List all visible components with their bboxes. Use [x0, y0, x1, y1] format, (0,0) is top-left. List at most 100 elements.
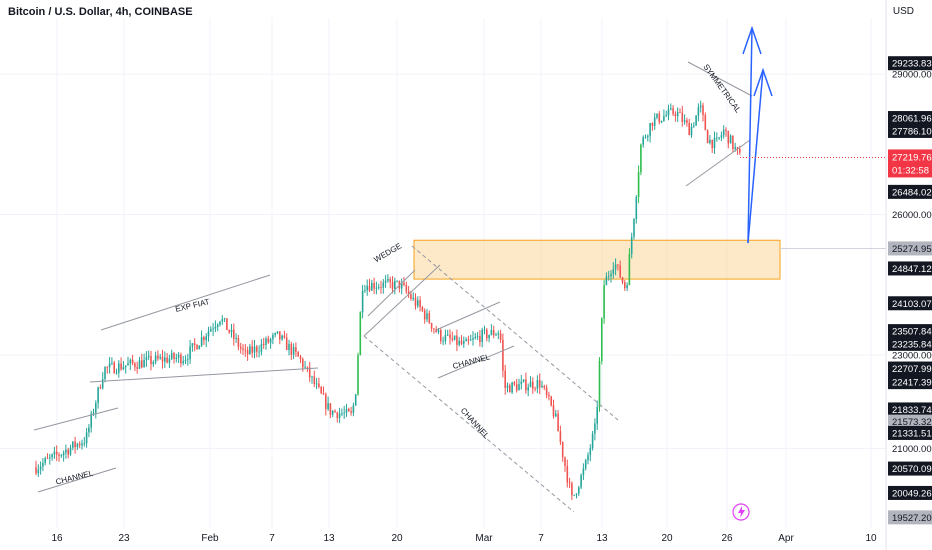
annotation-label[interactable]: WEDGE [372, 241, 403, 264]
candle-down [725, 129, 727, 131]
candle-up [249, 346, 251, 355]
trendline[interactable] [435, 301, 501, 331]
candle-down [502, 339, 504, 371]
annotation-label[interactable]: SYMMETRICAL [701, 63, 743, 115]
price-axis-label [888, 56, 932, 71]
candle-down [621, 277, 624, 283]
candle-up [44, 458, 46, 463]
price-axis-label [888, 123, 932, 138]
candle-down [239, 346, 242, 349]
chart-title: Bitcoin / U.S. Dollar, 4h, COINBASE [8, 6, 193, 18]
trendline[interactable] [363, 264, 441, 337]
candle-down [173, 353, 175, 359]
candle-up [589, 448, 592, 456]
trendline[interactable] [687, 61, 753, 97]
candle-down [242, 348, 244, 350]
candle-up [607, 276, 610, 277]
candle-down [686, 120, 688, 123]
trendline[interactable] [411, 245, 619, 421]
annotation-label[interactable]: CHANNEL [55, 468, 95, 486]
y-tick-label: 21000.00 [892, 444, 932, 455]
candle-up [104, 367, 106, 380]
lightning-icon[interactable] [732, 503, 750, 521]
candle-up [97, 387, 99, 403]
candle-down [373, 282, 375, 289]
price-axis-label-text: 21833.74 [892, 405, 932, 416]
x-tick-label: 16 [51, 533, 63, 544]
candle-up [175, 357, 178, 359]
candle-down [166, 357, 168, 363]
candle-up [219, 321, 221, 325]
candle-up [463, 341, 465, 344]
candle-down [262, 343, 265, 345]
trendline[interactable] [37, 467, 117, 493]
projection-arrow[interactable] [747, 27, 753, 244]
candle-down [246, 350, 249, 355]
x-tick-label: 20 [391, 533, 403, 544]
candle-up [670, 108, 672, 110]
price-axis-label-text: 20570.09 [892, 464, 932, 475]
x-tick-label: 20 [661, 533, 673, 544]
candle-up [152, 361, 155, 365]
candle-up [207, 331, 210, 337]
candle-up [39, 466, 42, 470]
trendline[interactable] [367, 269, 416, 317]
candle-down [681, 112, 684, 122]
candle-up [481, 329, 483, 343]
candle-up [168, 358, 171, 363]
candle-up [635, 196, 638, 219]
price-axis-label-text: 25274.95 [892, 244, 932, 255]
candle-up [495, 334, 497, 336]
trendline[interactable] [363, 335, 575, 513]
candle-up [205, 336, 207, 341]
trendline[interactable] [685, 139, 751, 187]
candle-down [410, 294, 412, 299]
candle-down [391, 282, 394, 289]
trendline[interactable] [100, 274, 271, 331]
candle-down [550, 396, 552, 406]
candle-up [92, 412, 95, 414]
supply-zone-rect[interactable] [413, 239, 781, 280]
candle-up [198, 345, 201, 350]
candle-up [129, 359, 132, 364]
candle-down [157, 355, 159, 359]
price-axis-label-text: 22417.39 [892, 378, 932, 389]
candle-up [605, 276, 608, 286]
candle-up [522, 379, 525, 382]
candle-up [258, 351, 260, 353]
price-axis-label-text: 29233.83 [892, 59, 932, 70]
candle-up [426, 313, 428, 320]
projection-arrow[interactable] [747, 69, 764, 244]
trendline[interactable] [437, 345, 515, 379]
x-tick-label: 26 [721, 533, 733, 544]
arrow-head [753, 67, 773, 97]
candle-up [476, 336, 479, 337]
trendline[interactable] [33, 407, 119, 431]
candle-up [594, 423, 596, 434]
price-axis-label [888, 261, 932, 276]
candle-up [164, 357, 166, 362]
candle-up [253, 346, 256, 353]
candle-up [272, 335, 274, 340]
candle-down [405, 284, 408, 292]
candle-down [99, 387, 102, 389]
price-axis-label-text: 24103.07 [892, 299, 932, 310]
candle-up [490, 330, 493, 335]
candle-up [327, 403, 329, 409]
annotation-label[interactable]: CHANNEL [459, 406, 492, 441]
candle-down [711, 139, 713, 149]
candle-up [690, 126, 693, 136]
arrow-head [742, 25, 762, 55]
trendline[interactable] [89, 367, 319, 383]
candle-down [295, 347, 297, 352]
zone-layer [413, 239, 886, 280]
candle-down [538, 380, 541, 388]
candle-up [111, 362, 113, 364]
candle-down [467, 339, 470, 341]
candle-down [513, 382, 516, 385]
current-price-value: 27219.76 [892, 152, 932, 163]
price-axis-label-text: 21331.51 [892, 428, 932, 439]
candle-down [571, 483, 573, 496]
candle-up [536, 380, 539, 389]
